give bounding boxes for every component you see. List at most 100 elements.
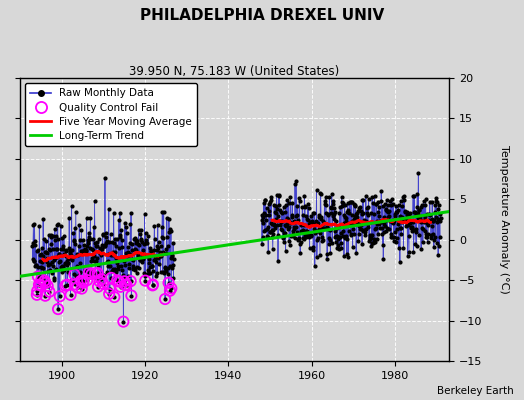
Point <box>276 207 284 213</box>
Point <box>264 224 272 231</box>
Point <box>364 224 372 230</box>
Point <box>428 216 436 222</box>
Point <box>137 226 146 233</box>
Point <box>142 240 150 247</box>
Point <box>324 235 333 241</box>
Point <box>81 267 90 273</box>
Point <box>274 231 282 238</box>
Point <box>366 236 374 242</box>
Point <box>130 236 138 242</box>
Point <box>323 251 332 257</box>
Point <box>34 273 42 280</box>
Point <box>28 243 37 249</box>
Point <box>401 209 409 215</box>
Point <box>285 237 293 244</box>
Point <box>88 269 96 276</box>
Point <box>303 228 311 234</box>
Point <box>389 238 398 244</box>
Point <box>345 199 354 205</box>
Point <box>139 251 148 257</box>
Point <box>424 231 432 237</box>
Point <box>347 232 355 238</box>
Point <box>119 274 128 280</box>
Point <box>309 247 317 254</box>
Point <box>344 200 352 206</box>
Point <box>321 224 329 231</box>
Point <box>54 306 62 312</box>
Point <box>56 257 64 264</box>
Point <box>51 232 60 239</box>
Point <box>315 212 323 218</box>
Point <box>379 214 388 221</box>
Point <box>72 208 80 215</box>
Point <box>336 240 345 246</box>
Point <box>322 224 331 231</box>
Point <box>351 202 359 209</box>
Point <box>106 262 114 269</box>
Point <box>97 252 105 258</box>
Point <box>272 205 281 212</box>
Point <box>31 262 40 269</box>
Point <box>54 236 62 243</box>
Point <box>414 207 423 213</box>
Point <box>308 219 316 225</box>
Point <box>91 274 100 281</box>
Point <box>341 214 349 220</box>
Point <box>166 288 174 294</box>
Point <box>397 224 405 231</box>
Text: PHILADELPHIA DREXEL UNIV: PHILADELPHIA DREXEL UNIV <box>140 8 384 23</box>
Point <box>435 218 444 224</box>
Point <box>139 246 147 253</box>
Point <box>342 214 350 221</box>
Y-axis label: Temperature Anomaly (°C): Temperature Anomaly (°C) <box>499 145 509 294</box>
Point <box>104 258 112 264</box>
Point <box>273 222 281 228</box>
Point <box>162 250 170 256</box>
Point <box>421 228 430 234</box>
Point <box>303 201 312 208</box>
Point <box>110 294 118 300</box>
Point <box>369 200 377 206</box>
Point <box>94 284 102 290</box>
Point <box>120 258 128 264</box>
Point <box>283 217 292 224</box>
Point <box>411 209 419 216</box>
Point <box>59 264 67 270</box>
Point <box>105 239 114 245</box>
Point <box>42 249 50 255</box>
Point <box>31 262 39 269</box>
Point <box>81 248 90 254</box>
Point <box>259 214 268 220</box>
Point <box>143 240 151 246</box>
Point <box>30 237 39 244</box>
Point <box>324 210 332 217</box>
Point <box>298 229 306 235</box>
Point <box>117 267 126 274</box>
Point <box>279 234 287 240</box>
Point <box>267 220 275 226</box>
Point <box>390 234 398 240</box>
Point <box>154 255 162 262</box>
Point <box>263 226 271 233</box>
Point <box>103 238 111 244</box>
Point <box>434 252 442 258</box>
Point <box>371 226 379 232</box>
Point <box>310 222 319 228</box>
Point <box>99 232 107 238</box>
Point <box>135 265 143 271</box>
Point <box>392 235 401 242</box>
Point <box>96 245 104 252</box>
Point <box>359 197 367 204</box>
Point <box>96 271 105 277</box>
Point <box>280 230 288 236</box>
Point <box>35 223 43 230</box>
Point <box>279 234 287 241</box>
Point <box>275 192 283 198</box>
Point <box>432 194 441 201</box>
Point <box>157 224 166 230</box>
Point <box>79 237 87 244</box>
Point <box>322 210 331 216</box>
Point <box>379 202 387 209</box>
Point <box>152 253 160 260</box>
Point <box>411 241 419 247</box>
